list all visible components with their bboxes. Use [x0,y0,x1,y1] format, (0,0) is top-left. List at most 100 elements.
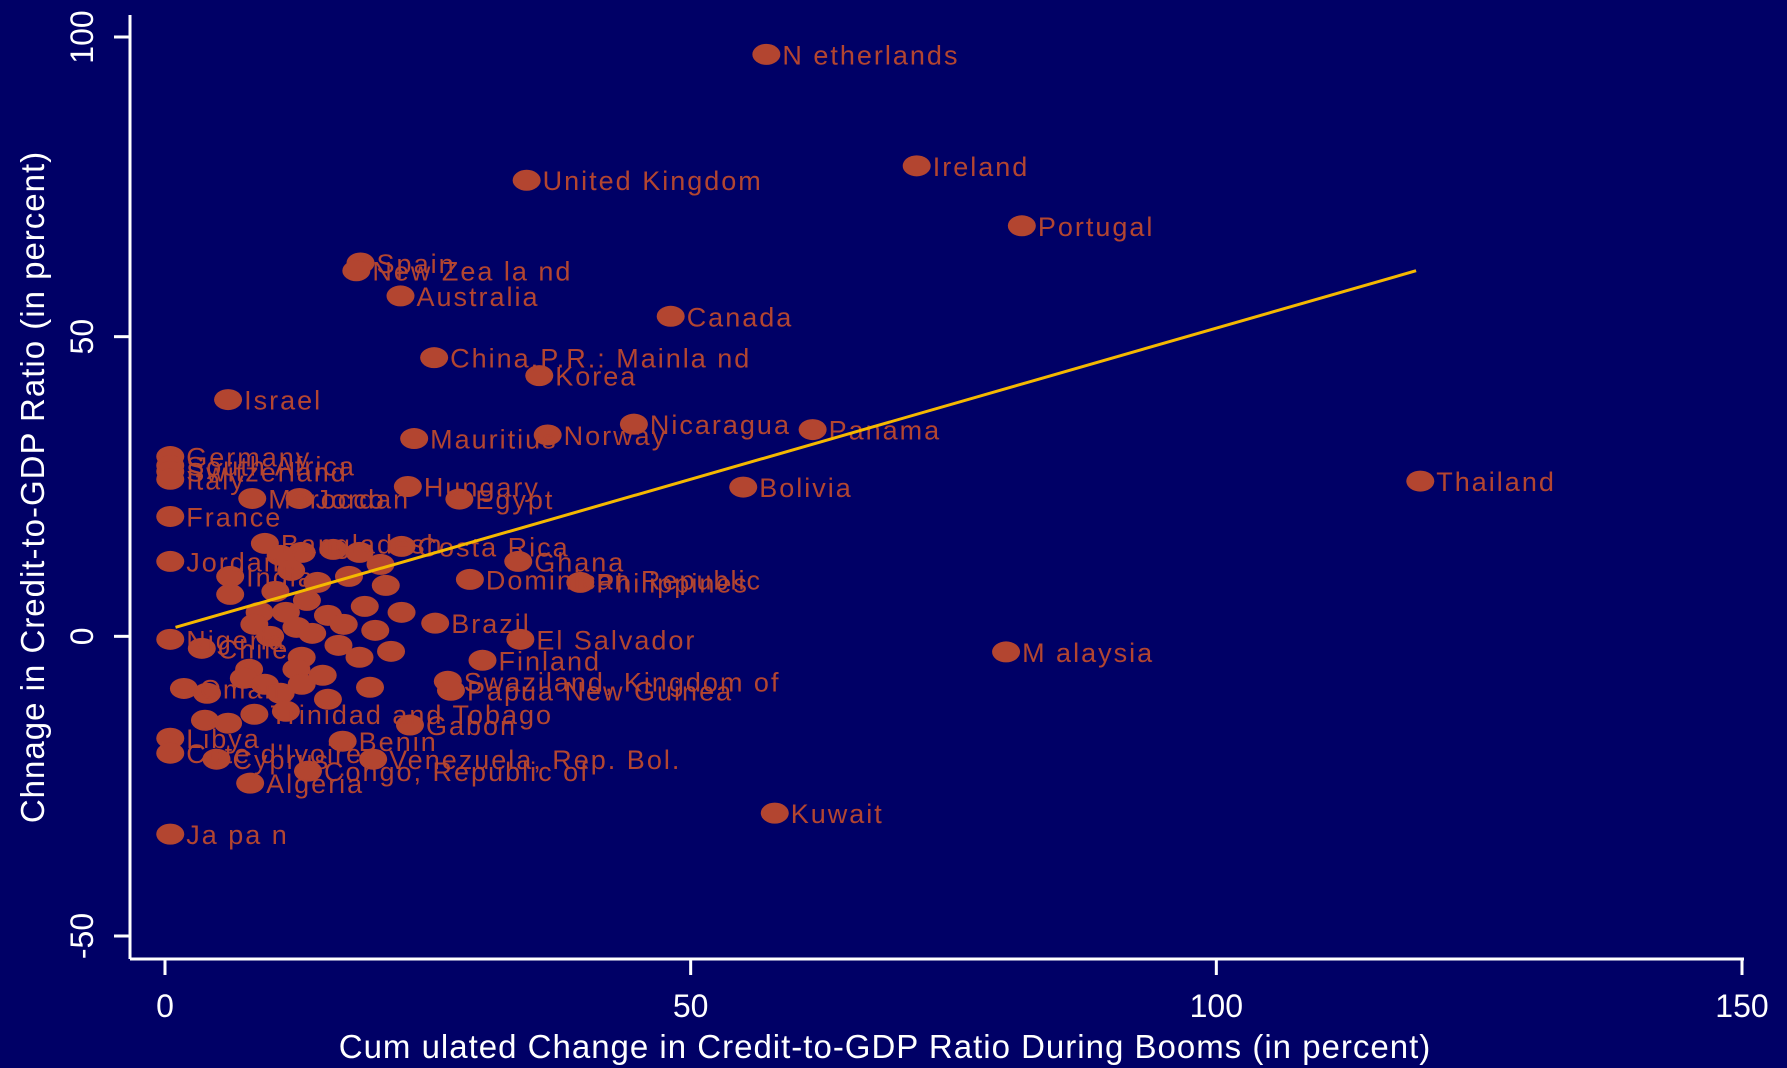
data-point [992,641,1021,663]
data-point [387,601,416,623]
point-label: Panama [829,416,942,446]
point-label: Nigeria [186,625,286,655]
point-label: Germany [186,443,311,473]
point-label: M alaysia [1022,638,1154,668]
data-point [371,574,400,596]
data-point [308,664,337,686]
point-label: United Kingdom [543,166,763,196]
data-point [345,541,374,563]
data-point [468,649,497,671]
point-label: Ireland [933,152,1030,182]
point-label: Brazil [451,609,531,639]
data-point [193,682,222,704]
point-label: Canada [687,302,794,332]
data-point [420,347,449,369]
point-label: Libya [186,724,261,754]
point-label: Bangladesh [281,529,444,559]
point-label: Norway [564,421,668,451]
data-point [387,535,416,557]
y-tick-label: -50 [64,913,100,959]
point-label: India [246,562,315,592]
data-point [504,550,533,572]
data-point [236,772,265,794]
data-point [342,260,371,282]
point-label: Papua New Guinea [467,676,733,706]
point-label: N etherlands [782,40,959,70]
data-point [393,476,422,497]
data-point [190,709,219,731]
point-label: Bolivia [759,473,853,503]
point-label: New Zea la nd [372,257,572,287]
data-point [445,488,474,510]
data-point [202,748,231,770]
data-point [156,550,185,572]
point-label: Algeria [266,769,364,799]
data-point [329,613,358,635]
point-label: Italy [186,465,246,495]
fit-line [175,269,1417,629]
point-label: South Africa [186,452,356,482]
y-tick-label: 100 [64,10,100,63]
point-label: Chile [218,634,290,664]
point-label: Australia [416,282,539,312]
point-label: Benin [359,727,438,757]
data-point [169,677,198,699]
data-point [359,748,388,770]
point-label: Finland [499,646,602,676]
data-point [156,742,185,764]
data-point [287,541,316,563]
x-tick-label: 150 [1715,988,1768,1024]
point-label: Mauritius [430,425,558,455]
data-point [313,688,342,710]
point-label: Morocco [268,484,386,514]
data-point [506,628,535,650]
point-label: Trinidad and Tobago [270,700,553,730]
data-point [216,583,245,605]
point-labels: N etherlands Ireland United Kingdom Portuga… [186,40,1556,850]
point-label: Ja pa n [186,820,289,850]
point-label: Swaziland, Kingdom of [464,667,781,697]
point-label: Portugal [1038,212,1155,242]
data-point [156,505,185,527]
point-label: Egypt [475,485,554,515]
data-point [271,700,300,722]
data-point [525,365,554,387]
x-axis-title: Cum ulated Change in Credit-to-GDP Ratio… [339,1028,1432,1065]
data-point [533,424,562,446]
data-point [798,419,827,441]
data-point [214,712,243,734]
data-point [350,595,379,617]
data-point [256,625,285,647]
point-label: Cote d'Ivoire [186,739,363,769]
data-point [566,571,595,593]
point-label: France [186,502,282,532]
data-point [760,802,789,824]
data-point [400,428,429,450]
point-label: Korea [555,362,637,392]
point-label: China,P.R.: Mainla nd [450,344,751,374]
data-point [395,714,424,736]
data-point [377,640,406,662]
data-point [752,43,781,65]
data-point [298,622,327,644]
point-label: Spain [377,249,456,279]
data-point [214,389,243,411]
data-point [324,634,353,656]
point-label: Thailand [1436,467,1556,497]
point-label: Oman [200,674,282,704]
data-point [293,760,322,782]
data-point [345,646,374,668]
data-point [729,476,758,498]
x-tick-label: 0 [156,988,174,1024]
data-point [319,538,348,560]
point-label: Kuwait [791,799,884,829]
data-point [1007,215,1036,237]
point-label: Congo, Republic of [324,757,590,787]
data-point [619,413,648,435]
point-label: Jordan [186,547,281,577]
data-point [356,676,385,698]
y-axis-ticks: -50 0 50 100 [64,10,130,959]
x-tick-label: 50 [673,988,709,1024]
data-point [287,673,316,695]
